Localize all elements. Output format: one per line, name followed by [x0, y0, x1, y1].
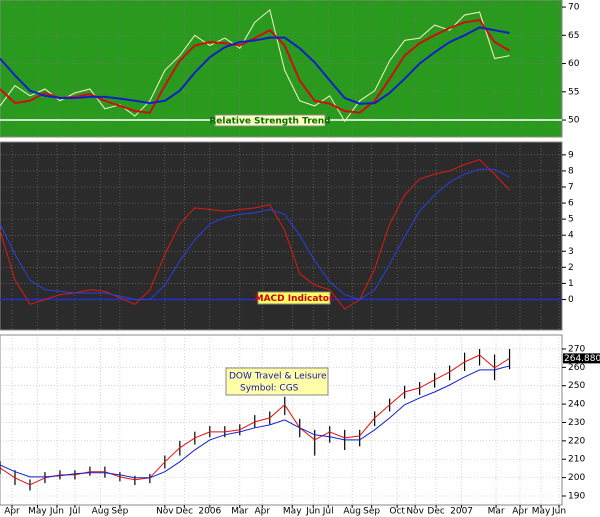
x-tick-label: Nov [156, 507, 174, 517]
y-tick-label: 250 [568, 381, 585, 391]
series-line [0, 9, 510, 123]
annotation-box [225, 367, 329, 396]
y-tick-label: 8 [568, 166, 574, 176]
y-tick-label: 260 [568, 363, 585, 373]
last-price-label: 264.8800 [564, 354, 600, 364]
x-tick-label: Sep [111, 507, 128, 517]
x-tick-label: Aug [92, 507, 110, 517]
annotation: Relative Strength Trend [209, 117, 330, 127]
x-tick-label: May [28, 507, 47, 517]
annotation: DOW Travel & Leisure [229, 372, 327, 382]
y-tick-label: 210 [568, 455, 585, 465]
x-tick-label: Nov [406, 507, 424, 517]
y-tick-label: 7 [568, 182, 574, 192]
y-tick-label: 270 [568, 344, 585, 354]
y-tick-label: 230 [568, 418, 585, 428]
x-tick-label: Aug [343, 507, 361, 517]
y-tick-label: 9 [568, 150, 574, 160]
x-tick-label: Jun [551, 507, 566, 517]
series-line [0, 168, 510, 301]
y-tick-label: 5 [568, 215, 574, 225]
y-tick-label: 190 [568, 491, 585, 501]
annotation: Symbol: CGS [240, 384, 299, 394]
y-tick-label: 1 [568, 279, 574, 289]
panel-background [0, 334, 563, 506]
x-tick-label: Apr [4, 507, 20, 517]
y-tick-label: 220 [568, 436, 585, 446]
y-tick-label: 3 [568, 247, 574, 257]
y-tick-label: 4 [568, 231, 574, 241]
y-tick-label: 50 [568, 116, 580, 126]
y-tick-label: 6 [568, 199, 574, 209]
x-tick-label: 2007 [450, 507, 473, 517]
y-tick-label: 60 [568, 59, 580, 69]
x-tick-label: Apr [254, 507, 270, 517]
y-tick-label: 2 [568, 263, 574, 273]
annotation-box [214, 114, 326, 127]
series-line [0, 19, 510, 114]
annotation-box [257, 291, 331, 305]
series-line [0, 26, 510, 105]
x-tick-label: 2006 [198, 507, 221, 517]
x-tick-label: Mar [231, 507, 248, 517]
y-tick-label: 65 [568, 31, 579, 41]
x-tick-label: Sep [363, 507, 380, 517]
x-tick-label: May [532, 507, 551, 517]
annotation: MACD Indicator [255, 294, 334, 304]
x-tick-label: Dec [176, 507, 193, 517]
panel-background [0, 0, 563, 138]
x-tick-label: Jul [322, 507, 334, 517]
last-price-tag [563, 353, 600, 364]
series-line [0, 159, 510, 310]
series-line [0, 365, 510, 479]
x-tick-label: Mar [488, 507, 505, 517]
x-tick-label: Oct [389, 507, 405, 517]
y-tick-label: 200 [568, 473, 585, 483]
x-tick-label: Jun [305, 507, 320, 517]
x-tick-label: May [283, 507, 302, 517]
y-tick-label: 0 [568, 295, 574, 305]
y-tick-label: 70 [568, 3, 580, 13]
x-tick-label: Jul [69, 507, 81, 517]
x-tick-label: Jun [49, 507, 64, 517]
y-tick-label: 240 [568, 400, 585, 410]
y-tick-label: 55 [568, 87, 579, 97]
x-tick-label: Apr [512, 507, 528, 517]
x-tick-label: Dec [427, 507, 444, 517]
